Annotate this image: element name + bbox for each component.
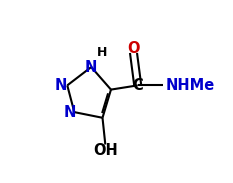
Text: H: H <box>97 46 108 59</box>
Text: NHMe: NHMe <box>166 78 215 93</box>
Text: N: N <box>55 78 67 93</box>
Text: C: C <box>132 78 143 93</box>
Text: N: N <box>63 105 75 120</box>
Text: OH: OH <box>93 143 118 158</box>
Text: O: O <box>127 41 140 56</box>
Text: N: N <box>85 59 97 74</box>
